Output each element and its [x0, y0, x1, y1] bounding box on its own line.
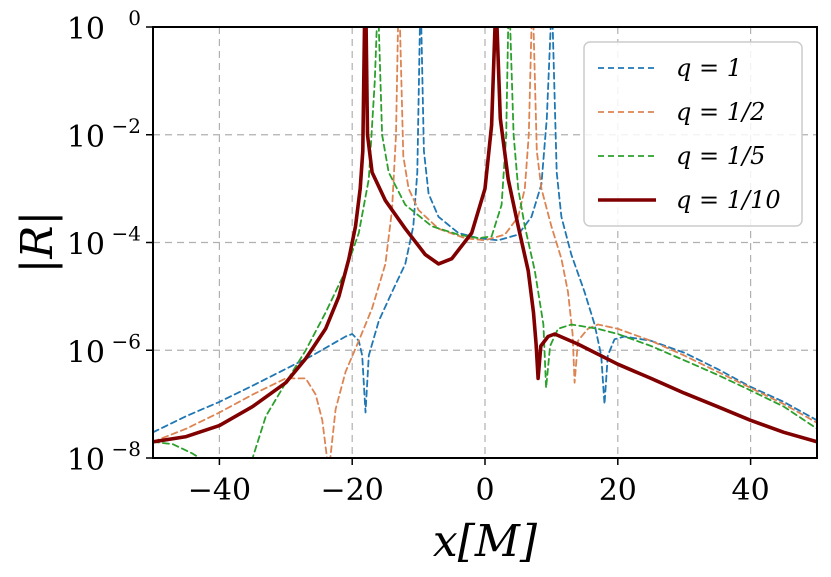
axis-ticks: −40 −20 0 20 40 10 −8 10 −6 10 −4 10 −2 10 0	[67, 6, 770, 508]
y-tick-label: 10	[67, 228, 105, 263]
y-tick-label: 10	[67, 120, 105, 155]
series-line-3	[153, 27, 817, 458]
series-line-4	[153, 27, 817, 444]
x-tick-label: 40	[732, 473, 770, 508]
series-lines	[153, 27, 817, 458]
y-tick-label: 10	[67, 443, 105, 478]
legend-label: q = 1/2	[676, 98, 765, 126]
legend: q = 1 q = 1/2 q = 1/5 q = 1/10	[583, 41, 803, 227]
y-tick-exponent: −8	[112, 437, 141, 461]
y-tick-label: 10	[67, 335, 105, 370]
legend-box	[583, 41, 803, 227]
legend-label: q = 1	[676, 54, 742, 82]
series-line-1	[153, 27, 817, 434]
y-tick-exponent: 0	[128, 6, 141, 30]
y-axis-label: |R|	[12, 211, 63, 274]
y-tick-label: 10	[67, 12, 105, 47]
x-axis-label: x[M]	[433, 516, 538, 567]
x-tick-label: 0	[475, 473, 494, 508]
y-tick-exponent: −4	[112, 222, 141, 246]
y-tick-exponent: −6	[112, 329, 141, 353]
legend-label: q = 1/5	[676, 142, 765, 170]
x-tick-label: 20	[599, 473, 637, 508]
x-tick-label: −40	[188, 473, 251, 508]
legend-label: q = 1/10	[676, 186, 781, 214]
x-tick-label: −20	[321, 473, 384, 508]
y-tick-exponent: −2	[112, 114, 141, 138]
